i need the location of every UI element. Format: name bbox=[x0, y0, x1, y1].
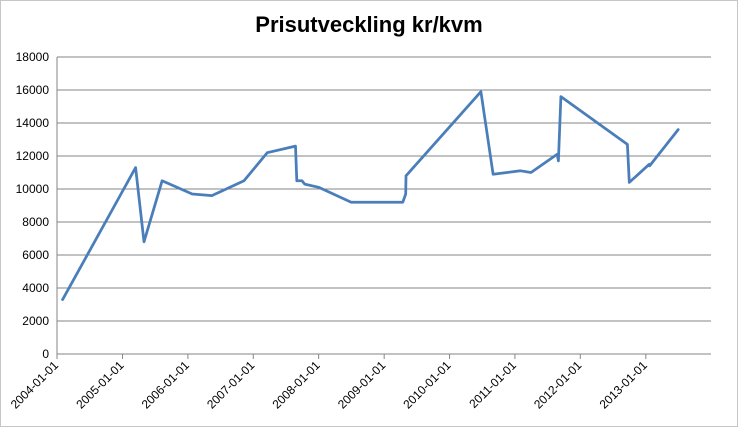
y-tick-label: 2000 bbox=[22, 314, 49, 328]
x-tick-label: 2004-01-01 bbox=[8, 358, 62, 412]
x-tick-label: 2005-01-01 bbox=[73, 358, 127, 412]
y-tick-label: 10000 bbox=[16, 182, 50, 196]
y-tick-label: 4000 bbox=[22, 281, 49, 295]
x-tick-label: 2010-01-01 bbox=[400, 358, 454, 412]
x-tick-label: 2007-01-01 bbox=[204, 358, 258, 412]
series-line bbox=[61, 90, 680, 301]
y-tick-label: 12000 bbox=[16, 149, 50, 163]
y-tick-label: 18000 bbox=[16, 50, 50, 64]
x-tick-label: 2008-01-01 bbox=[269, 358, 323, 412]
y-tick-label: 0 bbox=[42, 347, 49, 361]
chart-title: Prisutveckling kr/kvm bbox=[255, 12, 483, 37]
y-tick-label: 16000 bbox=[16, 83, 50, 97]
y-tick-label: 6000 bbox=[22, 248, 49, 262]
x-tick-label: 2013-01-01 bbox=[597, 358, 651, 412]
x-tick-label: 2006-01-01 bbox=[139, 358, 193, 412]
y-tick-label: 14000 bbox=[16, 116, 50, 130]
y-tick-label: 8000 bbox=[22, 215, 49, 229]
x-tick-label: 2009-01-01 bbox=[335, 358, 389, 412]
x-tick-label: 2011-01-01 bbox=[466, 358, 519, 411]
x-tick-label: 2012-01-01 bbox=[531, 358, 585, 412]
